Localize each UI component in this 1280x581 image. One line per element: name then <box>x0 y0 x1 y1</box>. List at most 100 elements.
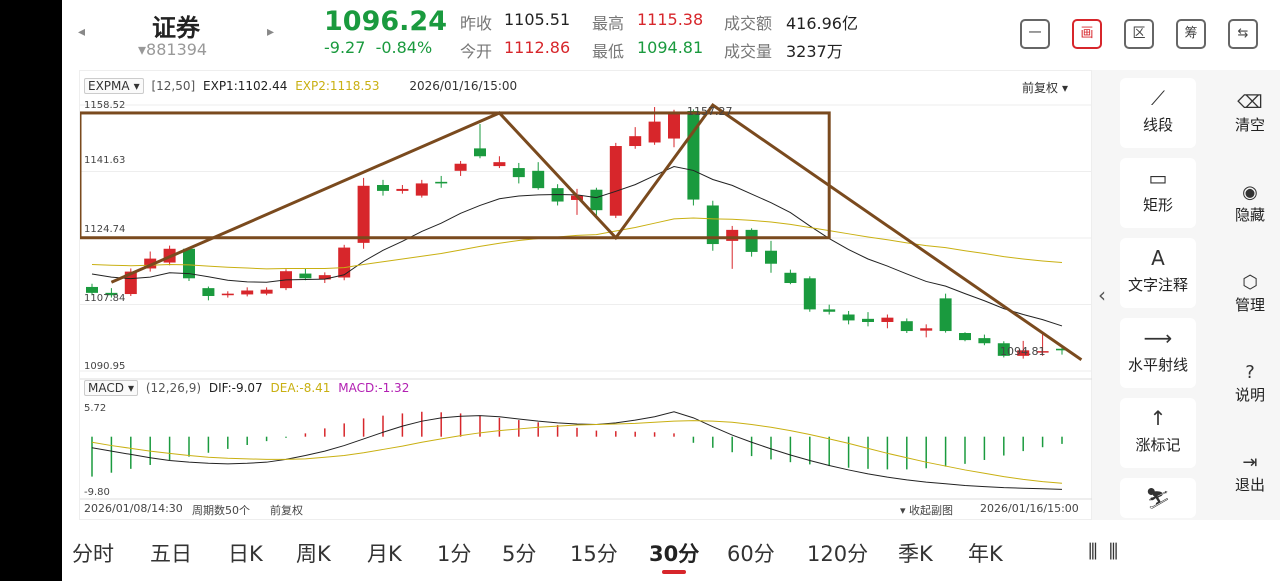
candle-up <box>396 188 409 191</box>
kline-chart[interactable]: EXPMA ▾ [12,50] EXP1:1102.44 EXP2:1118.53… <box>79 70 1093 520</box>
indicator-selector[interactable]: EXPMA ▾ <box>84 78 144 94</box>
side-clear-label: 清空 <box>1234 116 1265 134</box>
candle-down <box>105 292 118 296</box>
volume-label: 成交量 <box>724 42 773 61</box>
period-count: 周期数50个 <box>192 504 250 517</box>
tab-month-k[interactable]: 月K <box>367 542 402 566</box>
low-value: 1094.81 <box>637 38 704 57</box>
tool-rise-label: 涨标记 <box>1135 436 1181 454</box>
rectangle-drawing <box>80 111 831 240</box>
collapse-subchart-button[interactable]: ▾ 收起副图 <box>900 504 954 517</box>
drawing-toolbar: ⟋ 线段 ▭ 矩形 A 文字注释 ⟶ 水平射线 ↑ 涨标记 ⛷ ⌫ 清空 ◉ 隐… <box>1092 70 1280 520</box>
side-manage[interactable]: ⬡ 管理 <box>1220 266 1280 336</box>
draw-button[interactable]: 画 <box>1072 19 1102 49</box>
tab-year-k[interactable]: 年K <box>968 542 1003 566</box>
candle-down <box>1056 348 1068 351</box>
more-settings-icon[interactable]: ⦀ ⦀ <box>1088 540 1121 565</box>
collapse-label: 收起副图 <box>909 504 954 517</box>
low-label: 最低 <box>592 42 625 61</box>
tab-day-k[interactable]: 日K <box>228 542 263 566</box>
range-button[interactable]: 区 <box>1124 19 1154 49</box>
candle-down <box>532 170 545 189</box>
tool-ray[interactable]: ⟶ 水平射线 <box>1120 318 1196 388</box>
candle-up <box>668 111 680 139</box>
candle-down <box>474 148 486 157</box>
candle-down <box>590 189 603 211</box>
candle-up <box>881 317 894 322</box>
minus-button[interactable]: 一 <box>1020 19 1050 49</box>
dif-value: DIF:-9.07 <box>208 381 263 395</box>
tool-rectangle[interactable]: ▭ 矩形 <box>1120 158 1196 228</box>
text-icon: A <box>1151 246 1165 270</box>
switch-screen-button[interactable]: ⇆ <box>1228 19 1258 49</box>
tool-more[interactable]: ⛷ <box>1120 478 1196 518</box>
tab-season-k[interactable]: 季K <box>898 542 933 566</box>
tab-week-k[interactable]: 周K <box>296 542 331 566</box>
side-hide-label: 隐藏 <box>1234 206 1265 224</box>
tab-five-day[interactable]: 五日 <box>150 542 192 566</box>
tool-segment-label: 线段 <box>1142 116 1173 134</box>
candle-down <box>202 288 215 297</box>
side-exit[interactable]: ⇥ 退出 <box>1220 446 1280 516</box>
candle-up <box>648 121 661 143</box>
app: ◂ 证券 ▾881394 ▸ 1096.24 -9.27 -0.84% 昨收 1… <box>62 0 1280 581</box>
prev-close-value: 1105.51 <box>504 10 571 29</box>
candle-down <box>745 229 758 252</box>
side-help[interactable]: ? 说明 <box>1220 356 1280 426</box>
macd-value: MACD:-1.32 <box>338 381 410 395</box>
last-marker: 1094.81 <box>1000 345 1046 358</box>
candle-up <box>415 183 428 196</box>
tab-timeshare[interactable]: 分时 <box>72 542 114 566</box>
tool-segment[interactable]: ⟋ 线段 <box>1120 78 1196 148</box>
candle-down <box>299 273 312 279</box>
high-label: 最高 <box>592 14 625 33</box>
ray-icon: ⟶ <box>1143 326 1173 350</box>
side-exit-label: 退出 <box>1234 476 1265 494</box>
tool-text[interactable]: A 文字注释 <box>1120 238 1196 308</box>
open-label: 今开 <box>460 42 493 61</box>
candle-up <box>726 229 739 241</box>
macd-selector[interactable]: MACD ▾ <box>84 380 139 396</box>
adjust-label: 前复权 <box>1022 81 1059 95</box>
candle-up <box>357 185 370 243</box>
tab-120min[interactable]: 120分 <box>807 542 869 566</box>
tab-30min[interactable]: 30分 <box>649 542 700 566</box>
candle-down <box>183 248 195 279</box>
tool-rise-mark[interactable]: ↑ 涨标记 <box>1120 398 1196 468</box>
candle-up <box>338 247 351 278</box>
macd-params: (12,26,9) <box>145 381 202 395</box>
tab-1min[interactable]: 1分 <box>437 542 472 566</box>
tab-15min[interactable]: 15分 <box>570 542 618 566</box>
y-tick-3: 1124.74 <box>84 224 126 235</box>
high-marker: 1157.27 <box>687 105 733 118</box>
prev-close-label: 昨收 <box>460 14 493 33</box>
tab-60min[interactable]: 60分 <box>727 542 775 566</box>
stock-code: 881394 <box>146 40 208 59</box>
macd-legend: MACD ▾ (12,26,9) DIF:-9.07 DEA:-8.41 MACD… <box>84 380 413 396</box>
candle-down <box>512 168 525 178</box>
candle-up <box>454 163 467 171</box>
tool-ray-label: 水平射线 <box>1127 356 1188 374</box>
adjust-mode: 前复权 <box>270 504 303 517</box>
macd-top-tick: 5.72 <box>84 403 107 414</box>
candle-up <box>493 162 506 167</box>
prev-stock-arrow[interactable]: ◂ <box>78 24 86 40</box>
dif-line <box>91 411 1063 490</box>
current-price: 1096.24 <box>324 6 447 37</box>
end-time: 2026/01/16/15:00 <box>980 502 1079 515</box>
candle-up <box>920 328 933 331</box>
candle-up <box>260 289 273 294</box>
chips-button[interactable]: 筹 <box>1176 19 1206 49</box>
side-hide[interactable]: ◉ 隐藏 <box>1220 176 1280 246</box>
stock-code-dropdown[interactable]: ▾881394 <box>138 40 208 59</box>
next-stock-arrow[interactable]: ▸ <box>267 24 275 40</box>
side-clear[interactable]: ⌫ 清空 <box>1220 86 1280 156</box>
adjust-selector[interactable]: 前复权 ▾ <box>1022 81 1069 95</box>
tool-text-label: 文字注释 <box>1127 276 1188 294</box>
y-tick-2: 1141.63 <box>84 155 126 166</box>
tab-5min[interactable]: 5分 <box>502 542 537 566</box>
change-abs: -9.27 <box>324 38 366 57</box>
collapse-toolbar-icon[interactable]: ‹ <box>1098 283 1106 307</box>
side-manage-label: 管理 <box>1234 296 1265 314</box>
segment-icon: ⟋ <box>1151 86 1165 110</box>
